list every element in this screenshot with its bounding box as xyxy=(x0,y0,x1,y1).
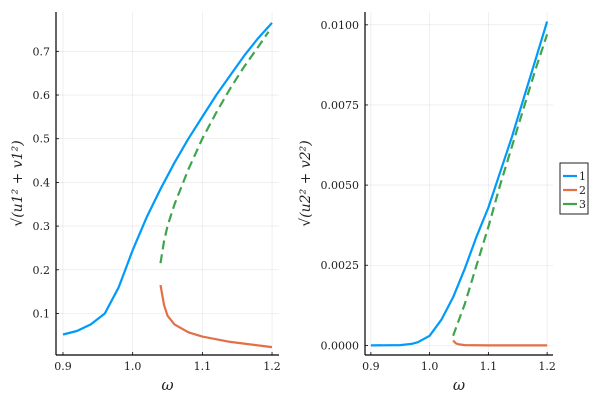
legend-box xyxy=(559,162,589,215)
y-tick-label: 0.5 xyxy=(33,133,51,146)
y-axis-label: √(u2² + v2²) xyxy=(298,140,314,226)
series-line-2 xyxy=(159,284,273,349)
series-line-1 xyxy=(370,21,549,347)
legend-label: 2 xyxy=(579,184,586,197)
legend-label: 1 xyxy=(579,170,586,183)
y-tick-label: 0.2 xyxy=(33,264,51,277)
series-line-2 xyxy=(452,339,548,347)
series-line-1 xyxy=(62,22,273,336)
x-axis-label: ω xyxy=(453,376,465,394)
legend: 123 xyxy=(559,162,589,215)
x-tick-label: 1.2 xyxy=(538,360,556,373)
y-tick-label: 0.1 xyxy=(33,307,51,320)
y-tick-label: 0.0050 xyxy=(321,179,360,192)
y-tick-label: 0.3 xyxy=(33,220,51,233)
y-axis-label: √(u1² + v1²) xyxy=(10,140,26,226)
y-tick-label: 0.4 xyxy=(33,176,51,189)
y-tick-label: 0.0100 xyxy=(321,19,360,32)
y-tick-label: 0.0025 xyxy=(321,259,360,272)
x-tick-label: 1.2 xyxy=(263,360,281,373)
y-tick-label: 0.0075 xyxy=(321,99,360,112)
y-tick-label: 0.7 xyxy=(33,45,51,58)
left-plot: 0.9 1.0 1.1 1.2 0.1 0.2 0.3 0.4 0.5 0.6 0.7 ω √(u1² … xyxy=(10,12,281,394)
x-axis-label: ω xyxy=(161,376,173,394)
y-tick-label: 0.6 xyxy=(33,89,51,102)
series-line-3 xyxy=(452,34,549,337)
right-plot: 0.9 1.0 1.1 1.2 0.0000 0.0025 0.0050 0.0075 0.01… xyxy=(298,12,556,394)
legend-label: 3 xyxy=(579,198,586,211)
x-tick-label: 1.1 xyxy=(480,360,498,373)
x-tick-label: 1.0 xyxy=(421,360,439,373)
x-tick-label: 0.9 xyxy=(362,360,380,373)
x-tick-label: 1.0 xyxy=(124,360,142,373)
series-line-3 xyxy=(159,31,270,264)
x-tick-label: 1.1 xyxy=(194,360,212,373)
y-tick-label: 0.0000 xyxy=(321,339,360,352)
x-tick-label: 0.9 xyxy=(54,360,72,373)
